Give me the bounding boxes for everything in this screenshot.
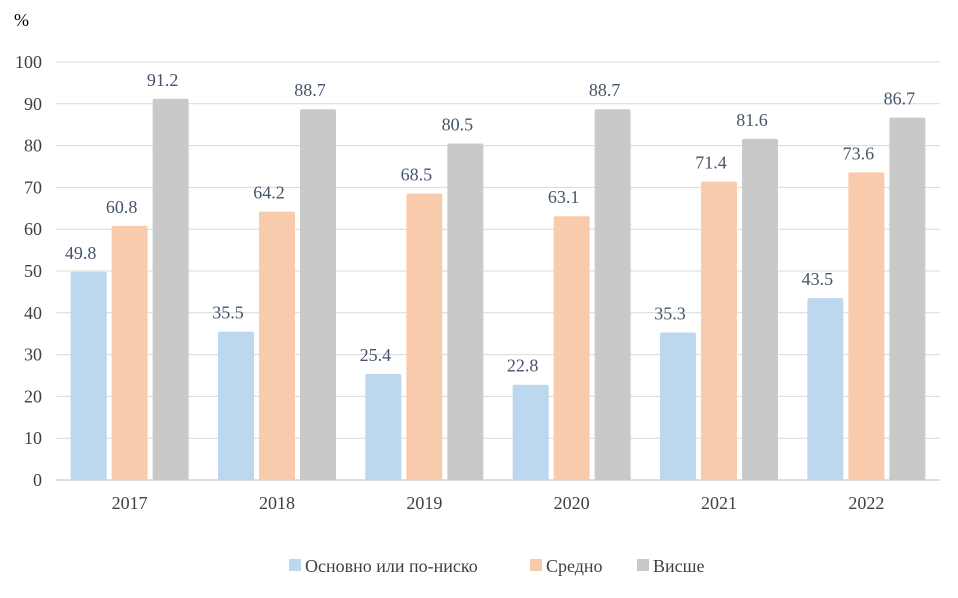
y-tick-label: 60 — [24, 219, 42, 239]
y-tick-label: 10 — [24, 428, 42, 448]
data-label: 91.2 — [147, 70, 179, 90]
data-label: 71.4 — [695, 153, 727, 173]
gridlines — [56, 61, 940, 481]
bars — [70, 98, 926, 481]
data-label: 63.1 — [548, 187, 580, 207]
x-tick-label: 2020 — [554, 493, 590, 513]
bar-2019-1 — [365, 373, 402, 480]
y-tick-label: 20 — [24, 386, 42, 406]
bar-2018-1 — [218, 331, 254, 480]
legend-label: Висше — [653, 556, 704, 576]
legend-swatch — [637, 559, 649, 571]
x-axis-ticks: 2017 2018 2019 2020 2021 2022 — [112, 493, 885, 513]
bar-2021-3 — [742, 138, 778, 481]
y-tick-label: 50 — [24, 261, 42, 281]
y-tick-label: 70 — [24, 177, 42, 197]
bar-2018-2 — [259, 211, 295, 481]
data-label: 35.3 — [654, 303, 686, 323]
data-labels: 49.8 60.8 91.2 35.5 64.2 88.7 25.4 68.5 80.5 22.8… — [65, 70, 915, 376]
data-label: 35.5 — [212, 303, 244, 323]
y-tick-label: 100 — [15, 52, 42, 72]
data-label: 22.8 — [507, 356, 539, 376]
data-label: 88.7 — [294, 80, 326, 100]
data-label: 64.2 — [253, 183, 285, 203]
x-tick-label: 2018 — [259, 493, 295, 513]
bar-2022-1 — [807, 298, 844, 480]
bar-2022-2 — [848, 172, 885, 481]
y-tick-label: 90 — [24, 94, 42, 114]
bar-2021-2 — [701, 181, 737, 480]
data-label: 88.7 — [589, 80, 621, 100]
data-label: 73.6 — [843, 143, 875, 163]
x-tick-label: 2021 — [701, 493, 737, 513]
y-tick-label: 40 — [24, 303, 42, 323]
data-label: 49.8 — [65, 243, 97, 263]
data-label: 43.5 — [802, 269, 834, 289]
bar-2021-1 — [660, 332, 696, 480]
y-tick-label: 0 — [33, 470, 42, 490]
bar-2020-1 — [512, 384, 549, 480]
data-label: 81.6 — [736, 110, 768, 130]
data-label: 68.5 — [401, 165, 433, 185]
y-tick-label: 80 — [24, 136, 42, 156]
legend: Основно или по-ниско Средно Висше — [289, 556, 704, 576]
legend-label: Средно — [546, 556, 603, 576]
bar-2020-2 — [553, 216, 590, 480]
bar-2019-3 — [447, 143, 484, 480]
data-label: 86.7 — [884, 89, 916, 109]
data-label: 25.4 — [360, 345, 392, 365]
y-axis-label: % — [14, 10, 29, 30]
bar-2020-3 — [594, 109, 631, 480]
x-tick-label: 2022 — [848, 493, 884, 513]
bar-2017-3 — [152, 98, 189, 480]
data-label: 60.8 — [106, 197, 138, 217]
bar-2022-3 — [889, 117, 926, 481]
y-axis-ticks: 0 10 20 30 40 50 60 70 80 90 100 — [15, 52, 42, 490]
bar-2019-2 — [406, 193, 443, 481]
legend-swatch — [530, 559, 542, 571]
y-tick-label: 30 — [24, 345, 42, 365]
data-label: 80.5 — [442, 115, 474, 135]
x-tick-label: 2017 — [112, 493, 148, 513]
bar-2017-2 — [111, 225, 148, 480]
bar-2017-1 — [70, 271, 107, 480]
bar-2018-3 — [300, 109, 336, 480]
legend-label: Основно или по-ниско — [305, 556, 478, 576]
legend-swatch — [289, 559, 301, 571]
x-tick-label: 2019 — [406, 493, 442, 513]
